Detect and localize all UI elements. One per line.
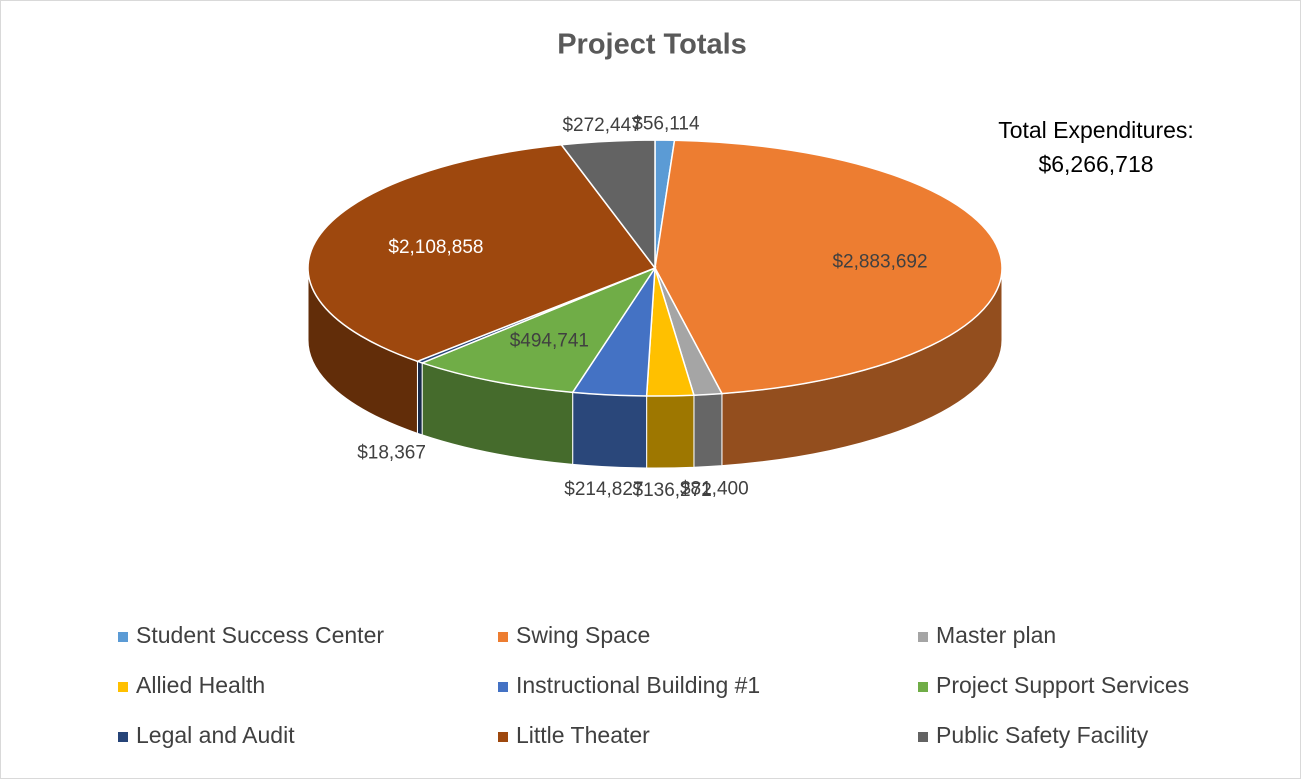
legend-swatch (118, 682, 128, 692)
legend-label: Swing Space (516, 622, 650, 648)
data-label: $2,883,692 (832, 251, 927, 272)
legend-label: Little Theater (516, 722, 650, 748)
data-label: $56,114 (632, 114, 700, 135)
slice (559, 139, 656, 271)
slice (654, 139, 1003, 395)
data-label: $136,272 (633, 480, 712, 501)
legend-label: Instructional Building #1 (516, 672, 760, 698)
legend-label: Allied Health (136, 672, 265, 698)
chart-title: Project Totals (557, 29, 747, 61)
legend-swatch (498, 682, 508, 692)
legend-swatch (118, 632, 128, 642)
slice (307, 143, 657, 363)
legend-swatch (918, 732, 928, 742)
data-label: $214,827 (564, 479, 643, 500)
data-label: $18,367 (357, 442, 426, 463)
legend-label: Master plan (936, 622, 1056, 648)
legend-swatch (498, 732, 508, 742)
legend-label: Project Support Services (936, 672, 1189, 698)
slice-side (416, 360, 423, 436)
data-label: $272,447 (562, 115, 641, 136)
legend-label: Student Success Center (136, 622, 384, 648)
legend-label: Public Safety Facility (936, 722, 1149, 748)
data-label: $2,108,858 (388, 237, 483, 258)
legend-label: Legal and Audit (136, 722, 295, 748)
data-label: $81,400 (680, 479, 749, 500)
legend-swatch (118, 732, 128, 742)
annotation: $6,266,718 (1038, 151, 1153, 177)
slice (419, 266, 657, 394)
annotation: Total Expenditures: (998, 117, 1194, 143)
legend-swatch (918, 682, 928, 692)
legend-swatch (918, 632, 928, 642)
slice-side (646, 394, 695, 469)
data-label: $494,741 (510, 331, 589, 352)
legend-swatch (498, 632, 508, 642)
slice-side (572, 391, 648, 469)
slice-side (693, 393, 723, 468)
